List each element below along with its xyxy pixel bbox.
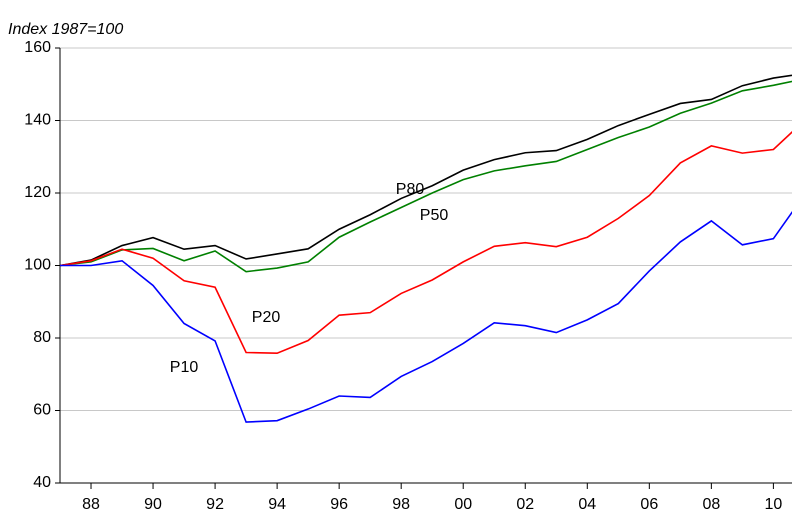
y-tick-label: 80 [33,329,51,346]
x-tick-label: 04 [578,496,596,513]
y-axis-label: Index 1987=100 [8,21,123,38]
y-tick-label: 100 [24,257,51,274]
line-series [60,210,792,423]
y-tick-label: 40 [33,474,51,491]
line-series [60,74,792,267]
x-tick-label: 94 [268,496,286,513]
x-tick-label: 02 [516,496,534,513]
x-tick-label: 90 [144,496,162,513]
plot-area [60,74,792,423]
line-series [60,80,792,273]
x-tick-label: 92 [206,496,224,513]
series-label: P10 [170,359,199,376]
x-tick-label: 06 [640,496,658,513]
y-tick-label: 160 [24,39,51,56]
x-tick-label: 88 [82,496,100,513]
y-tick-label: 120 [24,184,51,201]
series-label: P20 [252,309,281,326]
line-series [60,131,792,355]
x-tick-label: 10 [764,496,782,513]
x-tick-label: 00 [454,496,472,513]
y-tick-label: 60 [33,402,51,419]
x-tick-label: 96 [330,496,348,513]
series-label: P80 [396,181,425,198]
y-tick-label: 140 [24,112,51,129]
series-label: P50 [420,207,449,224]
x-tick-label: 08 [702,496,720,513]
x-tick-label: 98 [392,496,410,513]
